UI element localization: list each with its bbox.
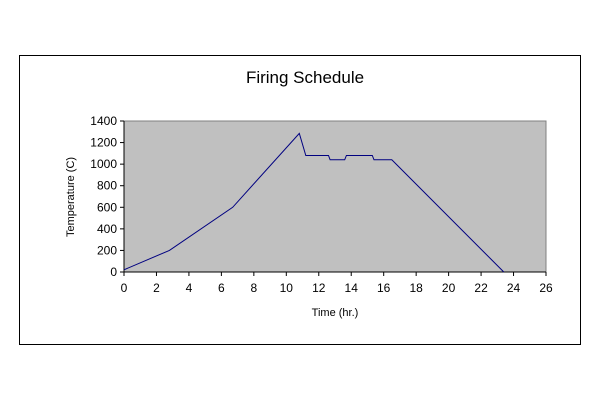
y-axis: 0 200 400 600 800 1000 1200 1400	[90, 114, 125, 279]
y-tick-label: 1000	[90, 157, 117, 171]
y-tick-label: 1400	[90, 114, 117, 128]
x-tick-label: 24	[507, 281, 521, 295]
x-tick-label: 4	[186, 281, 193, 295]
y-tick-label: 200	[97, 243, 117, 257]
plot-area	[123, 120, 547, 273]
x-tick-label: 0	[121, 281, 128, 295]
x-tick-label: 2	[153, 281, 160, 295]
x-tick-label: 18	[409, 281, 423, 295]
x-tick-label: 20	[442, 281, 456, 295]
y-tick-label: 0	[110, 265, 117, 279]
series-line	[123, 132, 505, 273]
x-tick-label: 10	[280, 281, 294, 295]
chart-title: Firing Schedule	[246, 68, 364, 87]
x-tick-label: 6	[218, 281, 225, 295]
x-tick-label: 26	[539, 281, 553, 295]
x-tick-label: 8	[251, 281, 258, 295]
x-axis: 0 2 4 6 8 10 12 14 16 18 20 22 24 26	[121, 271, 553, 295]
y-tick-label: 1200	[90, 136, 117, 150]
x-tick-label: 14	[345, 281, 359, 295]
x-tick-label: 16	[377, 281, 391, 295]
series-layer	[123, 132, 505, 273]
y-axis-label: Temperature (C)	[65, 157, 77, 237]
y-tick-label: 600	[97, 200, 117, 214]
x-tick-label: 22	[474, 281, 488, 295]
y-tick-label: 800	[97, 179, 117, 193]
x-tick-label: 12	[312, 281, 326, 295]
x-axis-label: Time (hr.)	[312, 307, 359, 319]
y-tick-label: 400	[97, 222, 117, 236]
